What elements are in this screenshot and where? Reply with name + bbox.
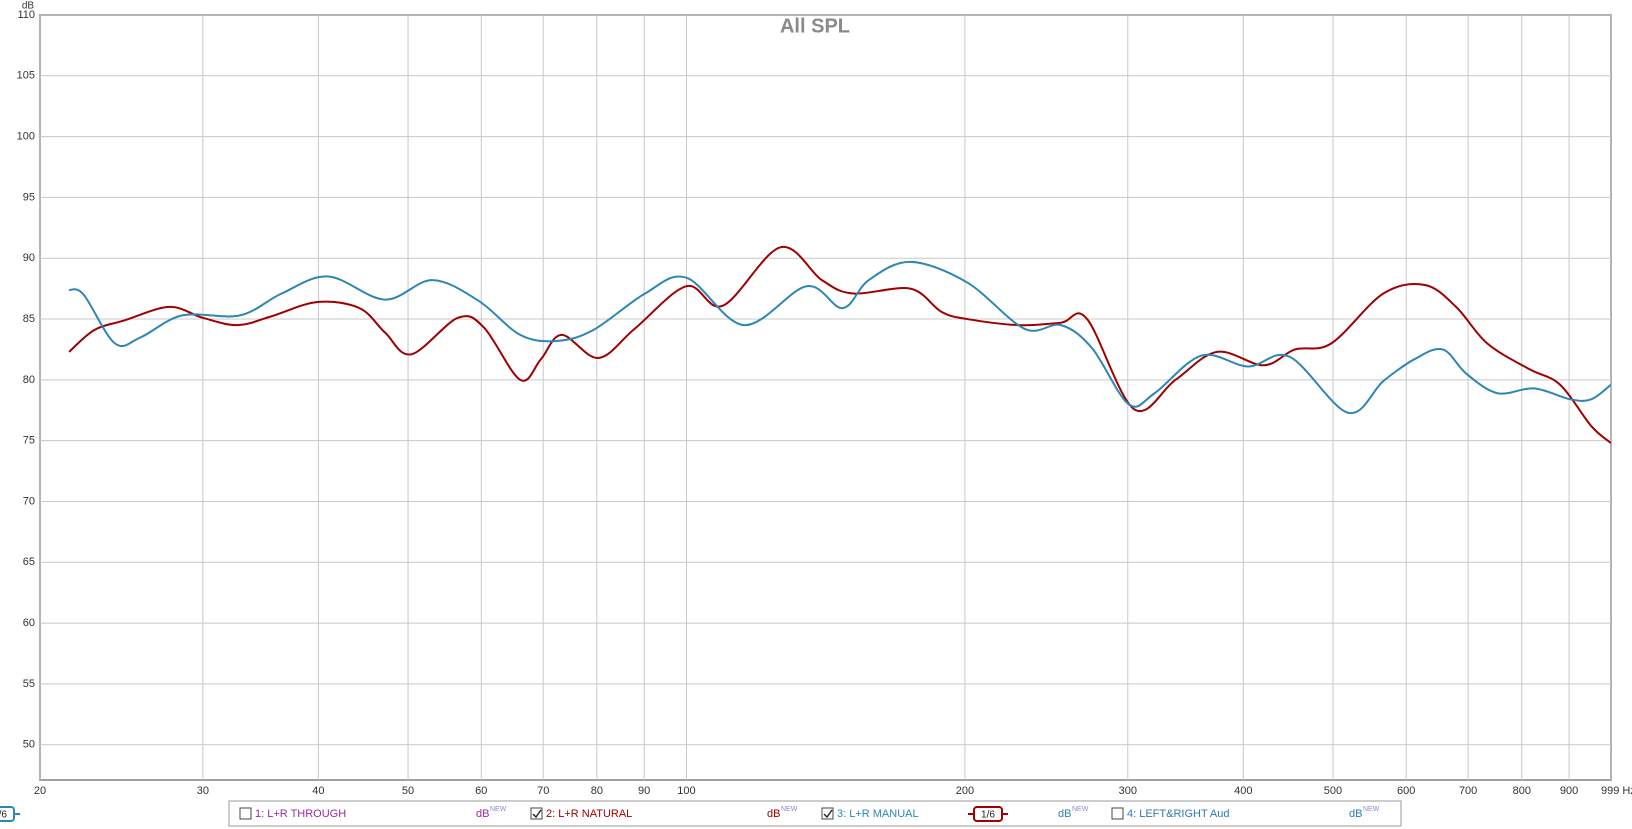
series-line	[68, 246, 1611, 444]
legend-label: 1: L+R THROUGH	[255, 808, 346, 820]
x-tick-label: 30	[197, 785, 209, 797]
y-tick-label: 65	[23, 556, 35, 568]
legend-checkbox[interactable]	[530, 807, 543, 820]
legend-smoothing: 1/6	[981, 810, 995, 821]
x-tick-label: 800	[1513, 785, 1531, 797]
series-line	[68, 260, 1611, 414]
legend-smoothing: 1/6	[0, 810, 7, 821]
grid	[39, 14, 1612, 780]
x-tick-label: 400	[1234, 785, 1252, 797]
legend-checkbox[interactable]	[821, 807, 834, 820]
y-tick-label: 55	[23, 678, 35, 690]
legend-unit: dB	[1058, 808, 1071, 820]
x-tick-label: 700	[1459, 785, 1477, 797]
y-tick-label: 80	[23, 374, 35, 386]
legend-unit: dB	[1349, 808, 1362, 820]
legend-label: 3: L+R MANUAL	[837, 808, 919, 820]
x-tick-label: 999 Hz	[1601, 785, 1632, 797]
y-tick-label: 75	[23, 435, 35, 447]
legend-label: 2: L+R NATURAL	[546, 808, 632, 820]
x-tick-label: 500	[1324, 785, 1342, 797]
y-tick-label: 90	[23, 252, 35, 264]
x-tick-label: 600	[1397, 785, 1415, 797]
legend-badge: NEW	[781, 806, 798, 813]
legend-smoothing-box[interactable]	[973, 806, 1003, 822]
x-tick-label: 50	[402, 785, 414, 797]
x-tick-label: 80	[591, 785, 603, 797]
legend-unit: dB	[476, 808, 489, 820]
plot-area	[39, 14, 1612, 781]
lines	[68, 246, 1611, 444]
y-tick-label: 70	[23, 495, 35, 507]
legend-checkbox[interactable]	[1111, 807, 1124, 820]
legend: 1: L+R THROUGH dB NEW 2: L+R NATURAL 1/6dB NE…	[0, 806, 1380, 822]
x-tick-label: 40	[312, 785, 324, 797]
x-tick-label: 90	[638, 785, 650, 797]
legend-smoothing-box[interactable]	[0, 806, 15, 822]
legend-checkbox[interactable]	[239, 807, 252, 820]
x-tick-label: 70	[537, 785, 549, 797]
legend-label: 4: LEFT&RIGHT Aud	[1127, 808, 1230, 820]
y-axis-label: dB	[22, 1, 35, 12]
legend-checkmark	[532, 809, 542, 819]
legend-unit: dB	[767, 808, 780, 820]
y-tick-label: 50	[23, 739, 35, 751]
y-tick-label: 105	[17, 70, 35, 82]
x-tick-label: 20	[34, 785, 46, 797]
x-tick-label: 100	[677, 785, 695, 797]
y-tick-label: 95	[23, 191, 35, 203]
x-tick-label: 300	[1119, 785, 1137, 797]
legend-badge: NEW	[1363, 806, 1380, 813]
y-tick-label: 110	[17, 9, 35, 21]
x-tick-label: 900	[1560, 785, 1578, 797]
chart-title: All SPL	[780, 15, 850, 37]
legend-box	[228, 800, 1402, 827]
y-tick-label: 100	[17, 131, 35, 143]
y-tick-label: 85	[23, 313, 35, 325]
y-tick-label: 60	[23, 617, 35, 629]
legend-checkmark	[823, 809, 833, 819]
x-tick-label: 200	[956, 785, 974, 797]
legend-badge: NEW	[1072, 806, 1089, 813]
legend-badge: NEW	[490, 806, 507, 813]
x-tick-label: 60	[475, 785, 487, 797]
labels: 50 55 60 65 70 75 80 85 90 95 100 105 110 20 30 40 50 60 7…	[17, 9, 1632, 797]
